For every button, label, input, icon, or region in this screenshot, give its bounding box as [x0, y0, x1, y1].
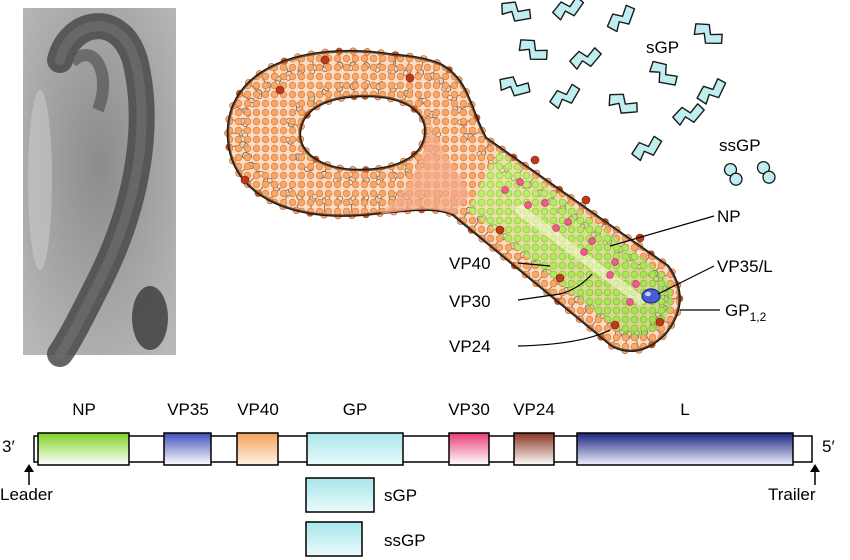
gene-boxes: NP VP35 VP40 GP VP30 VP24 L — [37, 400, 794, 466]
gene-label-np: NP — [72, 400, 96, 419]
label-vp40: VP40 — [449, 254, 491, 273]
gp-products: sGP ssGP — [305, 477, 426, 557]
label-sgp-product: sGP — [384, 486, 417, 505]
label-leader: Leader — [0, 485, 53, 504]
label-vp35-l: VP35/L — [717, 257, 773, 276]
gene-label-l: L — [680, 400, 689, 419]
label-ssgp: ssGP — [719, 136, 761, 155]
leader-arrow-icon — [24, 464, 34, 472]
genome-end-3prime: 3′ — [2, 437, 15, 456]
electron-micrograph — [23, 8, 176, 367]
label-ssgp-product: ssGP — [384, 531, 426, 550]
gene-box-vp35 — [163, 432, 212, 466]
label-sgp: sGP — [646, 38, 679, 57]
gene-label-vp40: VP40 — [237, 400, 279, 419]
vp24-proteins — [240, 55, 665, 330]
vp30-proteins — [501, 178, 640, 306]
gene-box-np — [37, 432, 130, 466]
gene-box-vp40 — [236, 432, 279, 466]
gene-label-gp: GP — [343, 400, 368, 419]
label-gp12-sub: 1,2 — [750, 310, 767, 324]
genome-end-5prime: 5′ — [822, 437, 835, 456]
label-vp30: VP30 — [449, 292, 491, 311]
virion-particle — [224, 47, 684, 355]
gene-label-vp30: VP30 — [448, 400, 490, 419]
gene-box-l — [576, 432, 794, 466]
sgp-proteins — [499, 0, 727, 162]
label-np-virion: NP — [717, 207, 741, 226]
label-trailer: Trailer — [768, 485, 816, 504]
ssgp-proteins — [723, 161, 776, 186]
label-gp12-main: GP — [725, 301, 750, 320]
sgp-box — [305, 477, 375, 513]
label-vp24: VP24 — [449, 337, 491, 356]
trailer-arrow-icon — [810, 464, 820, 472]
label-leader-lines — [517, 215, 720, 347]
gene-box-gp — [306, 432, 404, 466]
ssgp-box — [305, 521, 363, 557]
gene-label-vp24: VP24 — [513, 400, 555, 419]
label-gp12: GP1,2 — [725, 301, 767, 324]
genome-map: 3′ 5′ NP VP35 VP40 GP VP30 VP24 L Leader Trail… — [0, 400, 835, 557]
gene-label-vp35: VP35 — [167, 400, 209, 419]
gene-box-vp24 — [513, 432, 555, 466]
gene-box-vp30 — [448, 432, 490, 466]
vp35-l-complex — [641, 288, 661, 304]
